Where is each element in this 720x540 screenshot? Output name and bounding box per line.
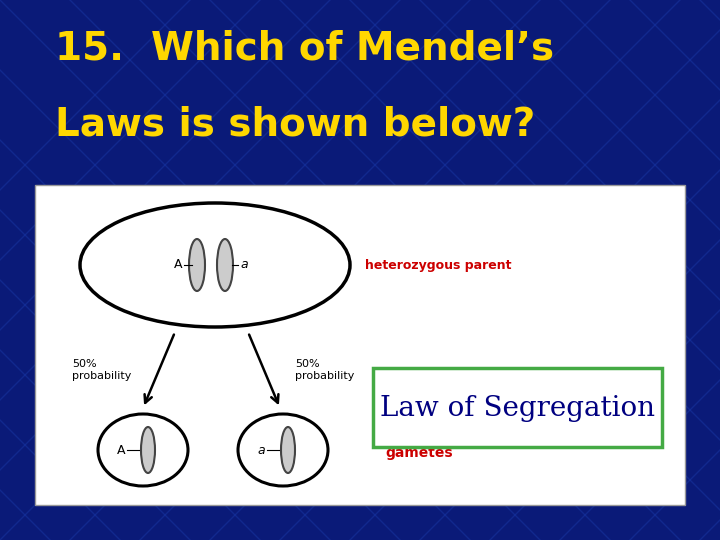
Text: A: A [117,443,125,456]
Text: Laws is shown below?: Laws is shown below? [55,105,535,143]
Bar [35,185,685,505]
Ellipse shape [238,414,328,486]
Ellipse shape [141,427,155,473]
Text: A: A [174,259,182,272]
Text: 15.  Which of Mendel’s: 15. Which of Mendel’s [55,30,554,68]
Text: 50%
probability: 50% probability [295,359,354,381]
Text: a: a [257,443,265,456]
Text: heterozygous parent: heterozygous parent [365,259,511,272]
Ellipse shape [217,239,233,291]
Ellipse shape [80,203,350,327]
Text: gametes: gametes [385,446,453,460]
FancyBboxPatch shape [373,368,662,447]
Ellipse shape [189,239,205,291]
Text: a: a [240,259,248,272]
Ellipse shape [281,427,295,473]
Text: Law of Segregation: Law of Segregation [379,395,654,422]
Text: 50%
probability: 50% probability [72,359,131,381]
Ellipse shape [98,414,188,486]
